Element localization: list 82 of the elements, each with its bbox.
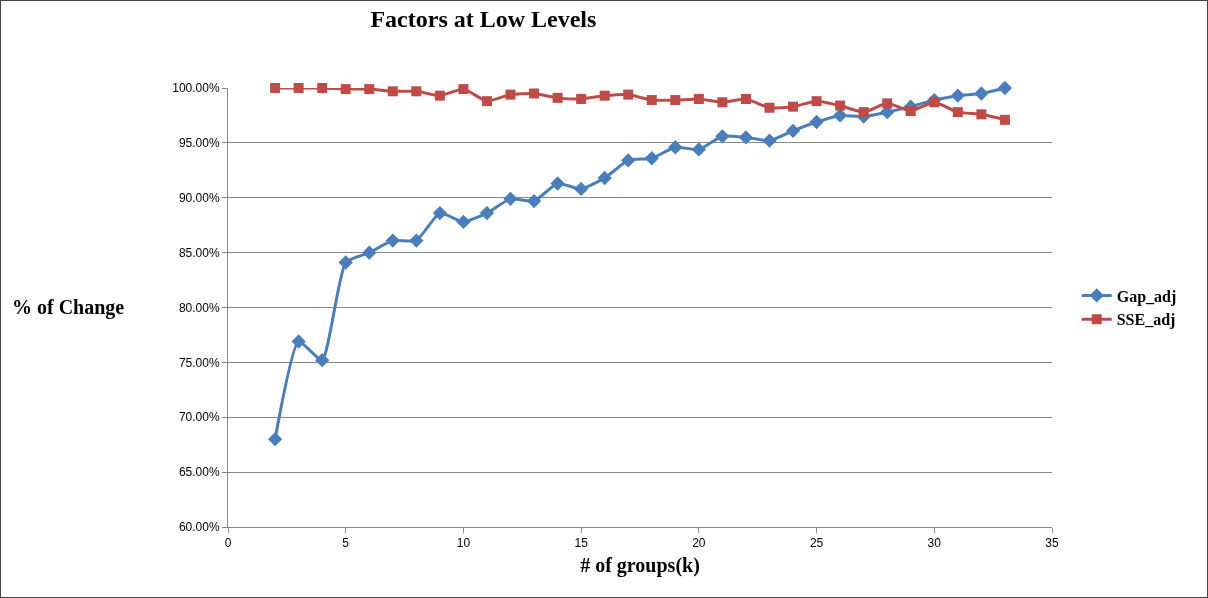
point: [267, 432, 283, 447]
point: [623, 89, 634, 100]
y-tick-label: 85.00%: [178, 245, 220, 260]
x-tick-label: 35: [1045, 536, 1059, 551]
point: [458, 84, 469, 95]
point: [338, 255, 353, 270]
y-tick-label: 100.00%: [172, 81, 220, 96]
point: [387, 86, 398, 97]
point: [526, 193, 542, 209]
point: [976, 109, 987, 120]
point: [597, 170, 612, 186]
point: [693, 93, 704, 104]
point: [811, 96, 822, 107]
point: [644, 151, 659, 166]
y-tick-label: 60.00%: [178, 520, 220, 535]
point: [668, 140, 683, 155]
y-tick-label: 80.00%: [178, 300, 220, 315]
point: [762, 133, 777, 148]
point: [952, 107, 963, 118]
x-tick-label: 0: [224, 536, 232, 551]
point: [599, 90, 610, 101]
point: [999, 114, 1010, 125]
point: [882, 98, 893, 109]
legend-label: Gap_adj: [1116, 287, 1177, 306]
point: [715, 129, 730, 144]
point: [434, 90, 445, 101]
point: [409, 233, 424, 248]
point: [317, 83, 328, 93]
y-tick-label: 70.00%: [178, 410, 220, 425]
point: [621, 153, 636, 168]
point: [738, 130, 754, 145]
point: [315, 353, 330, 368]
point: [503, 191, 518, 206]
point: [293, 83, 304, 93]
point: [550, 176, 565, 191]
x-tick-label: 15: [574, 536, 589, 551]
point: [364, 84, 375, 95]
point: [740, 93, 751, 104]
point: [717, 97, 728, 108]
x-tick-label: 10: [456, 536, 471, 551]
point: [385, 233, 400, 248]
legend-label: SSE_adj: [1116, 311, 1176, 330]
point: [552, 92, 563, 103]
point: [785, 123, 801, 138]
point: [835, 100, 846, 111]
point: [456, 214, 471, 230]
point: [529, 88, 540, 99]
point: [764, 102, 775, 113]
x-axis-title: # of groups(k): [580, 553, 700, 577]
point: [576, 93, 587, 104]
point: [479, 205, 495, 221]
point: [997, 80, 1013, 96]
x-tick-label: 30: [927, 536, 942, 551]
chart-title: Factors at Low Levels: [370, 5, 597, 32]
x-tick-label: 25: [809, 536, 824, 551]
x-tick-label: 20: [692, 536, 706, 551]
point: [691, 142, 707, 157]
x-tick-label: 5: [342, 536, 350, 551]
point: [432, 205, 448, 221]
point: [809, 114, 824, 130]
y-tick-label: 95.00%: [178, 136, 220, 151]
y-tick-label: 90.00%: [178, 190, 220, 205]
point: [411, 86, 422, 97]
point: [340, 84, 351, 95]
point: [929, 97, 940, 108]
point: [974, 86, 989, 101]
point: [905, 106, 916, 117]
point: [950, 88, 965, 103]
point: [362, 245, 377, 260]
point: [573, 181, 589, 197]
y-tick-label: 65.00%: [178, 465, 220, 480]
point: [670, 95, 681, 106]
point: [270, 83, 281, 93]
point: [291, 334, 306, 349]
point: [481, 96, 492, 107]
y-tick-label: 75.00%: [178, 355, 220, 370]
point: [788, 101, 799, 112]
point: [832, 108, 848, 123]
point: [858, 107, 869, 118]
y-axis-title: % of Change: [12, 296, 125, 319]
point: [646, 95, 657, 106]
point: [505, 89, 516, 100]
